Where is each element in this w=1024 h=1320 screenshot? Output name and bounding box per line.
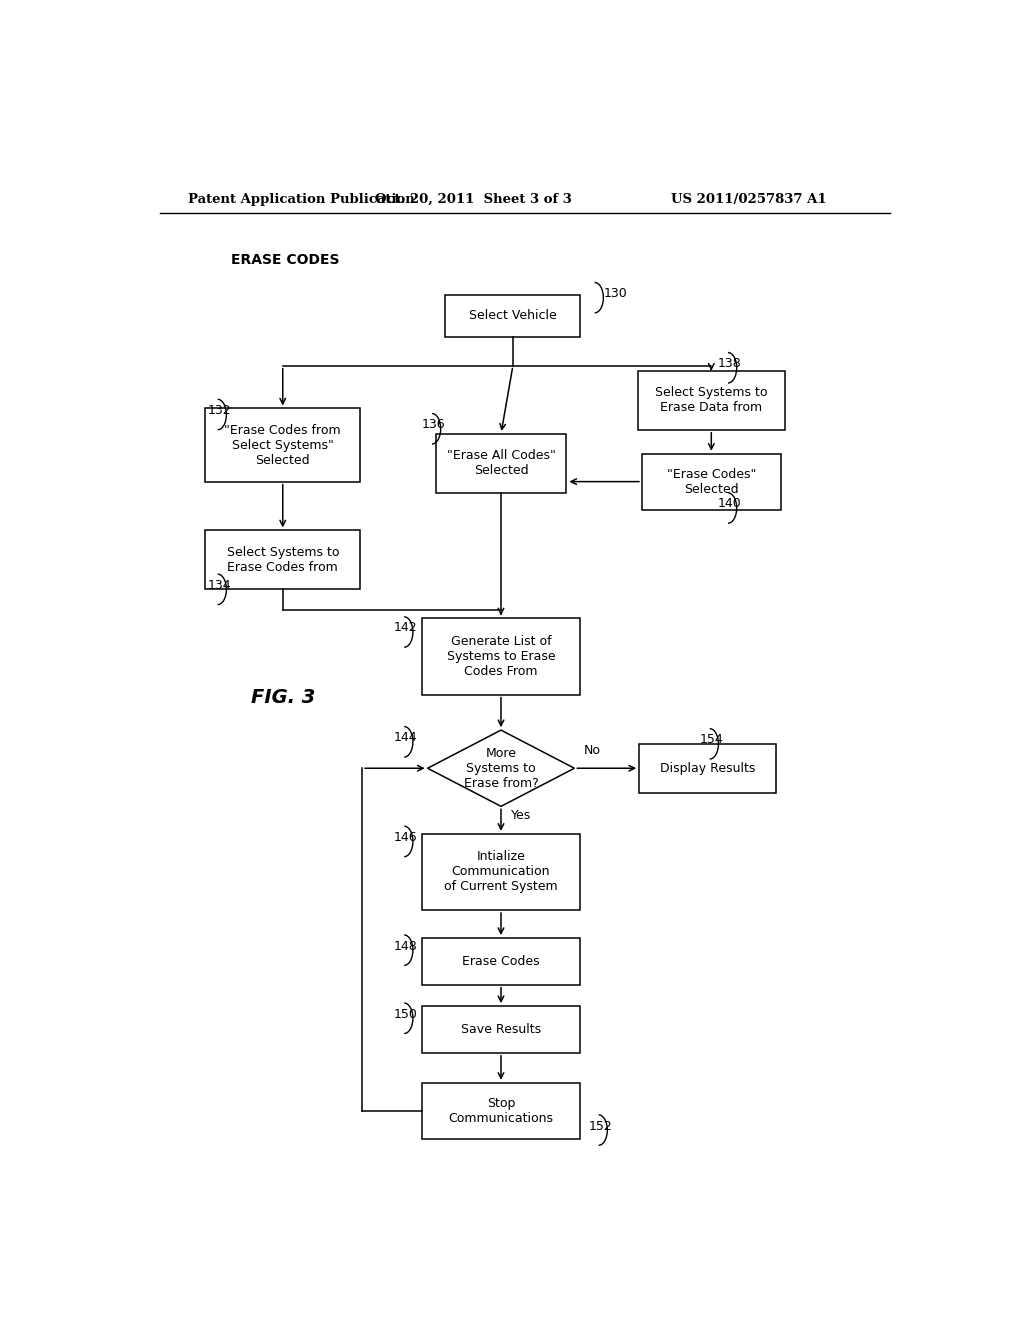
Text: 154: 154: [699, 734, 723, 746]
Bar: [422, 618, 581, 694]
Text: "Erase All Codes"
Selected: "Erase All Codes" Selected: [446, 449, 555, 478]
Bar: [422, 1082, 581, 1139]
Text: 142: 142: [394, 622, 418, 635]
Text: Select Systems to
Erase Data from: Select Systems to Erase Data from: [655, 387, 768, 414]
Text: 152: 152: [588, 1119, 612, 1133]
Text: 150: 150: [394, 1007, 418, 1020]
Text: FIG. 3: FIG. 3: [251, 688, 315, 706]
Text: Yes: Yes: [511, 809, 530, 821]
Text: 144: 144: [394, 731, 418, 744]
Text: Generate List of
Systems to Erase
Codes From: Generate List of Systems to Erase Codes …: [446, 635, 555, 678]
Bar: [638, 371, 784, 430]
Text: "Erase Codes"
Selected: "Erase Codes" Selected: [667, 467, 756, 495]
Bar: [206, 531, 360, 589]
Text: Oct. 20, 2011  Sheet 3 of 3: Oct. 20, 2011 Sheet 3 of 3: [375, 193, 571, 206]
Text: Intialize
Communication
of Current System: Intialize Communication of Current Syste…: [444, 850, 558, 894]
Text: More
Systems to
Erase from?: More Systems to Erase from?: [464, 747, 539, 789]
Text: Erase Codes: Erase Codes: [462, 954, 540, 968]
Text: Display Results: Display Results: [659, 762, 755, 775]
Polygon shape: [428, 730, 574, 807]
Text: 130: 130: [604, 286, 628, 300]
Text: Select Systems to
Erase Codes from: Select Systems to Erase Codes from: [226, 546, 339, 574]
Bar: [422, 834, 581, 909]
Text: No: No: [584, 744, 601, 756]
Text: 148: 148: [394, 940, 418, 953]
Bar: [435, 434, 566, 492]
Bar: [445, 294, 581, 338]
Bar: [206, 408, 360, 482]
Bar: [639, 744, 775, 792]
Text: "Erase Codes from
Select Systems"
Selected: "Erase Codes from Select Systems" Select…: [224, 424, 341, 466]
Text: 146: 146: [394, 830, 418, 843]
Text: Stop
Communications: Stop Communications: [449, 1097, 554, 1125]
Text: Select Vehicle: Select Vehicle: [469, 309, 557, 322]
Text: US 2011/0257837 A1: US 2011/0257837 A1: [671, 193, 826, 206]
Text: 132: 132: [207, 404, 231, 417]
Text: 134: 134: [207, 578, 231, 591]
Text: 138: 138: [718, 358, 741, 370]
Text: 136: 136: [422, 418, 445, 432]
Bar: [642, 454, 780, 510]
Text: ERASE CODES: ERASE CODES: [231, 253, 340, 267]
Text: 140: 140: [718, 498, 741, 511]
Text: Save Results: Save Results: [461, 1023, 541, 1036]
Bar: [422, 1006, 581, 1053]
Text: Patent Application Publication: Patent Application Publication: [187, 193, 415, 206]
Bar: [422, 939, 581, 985]
